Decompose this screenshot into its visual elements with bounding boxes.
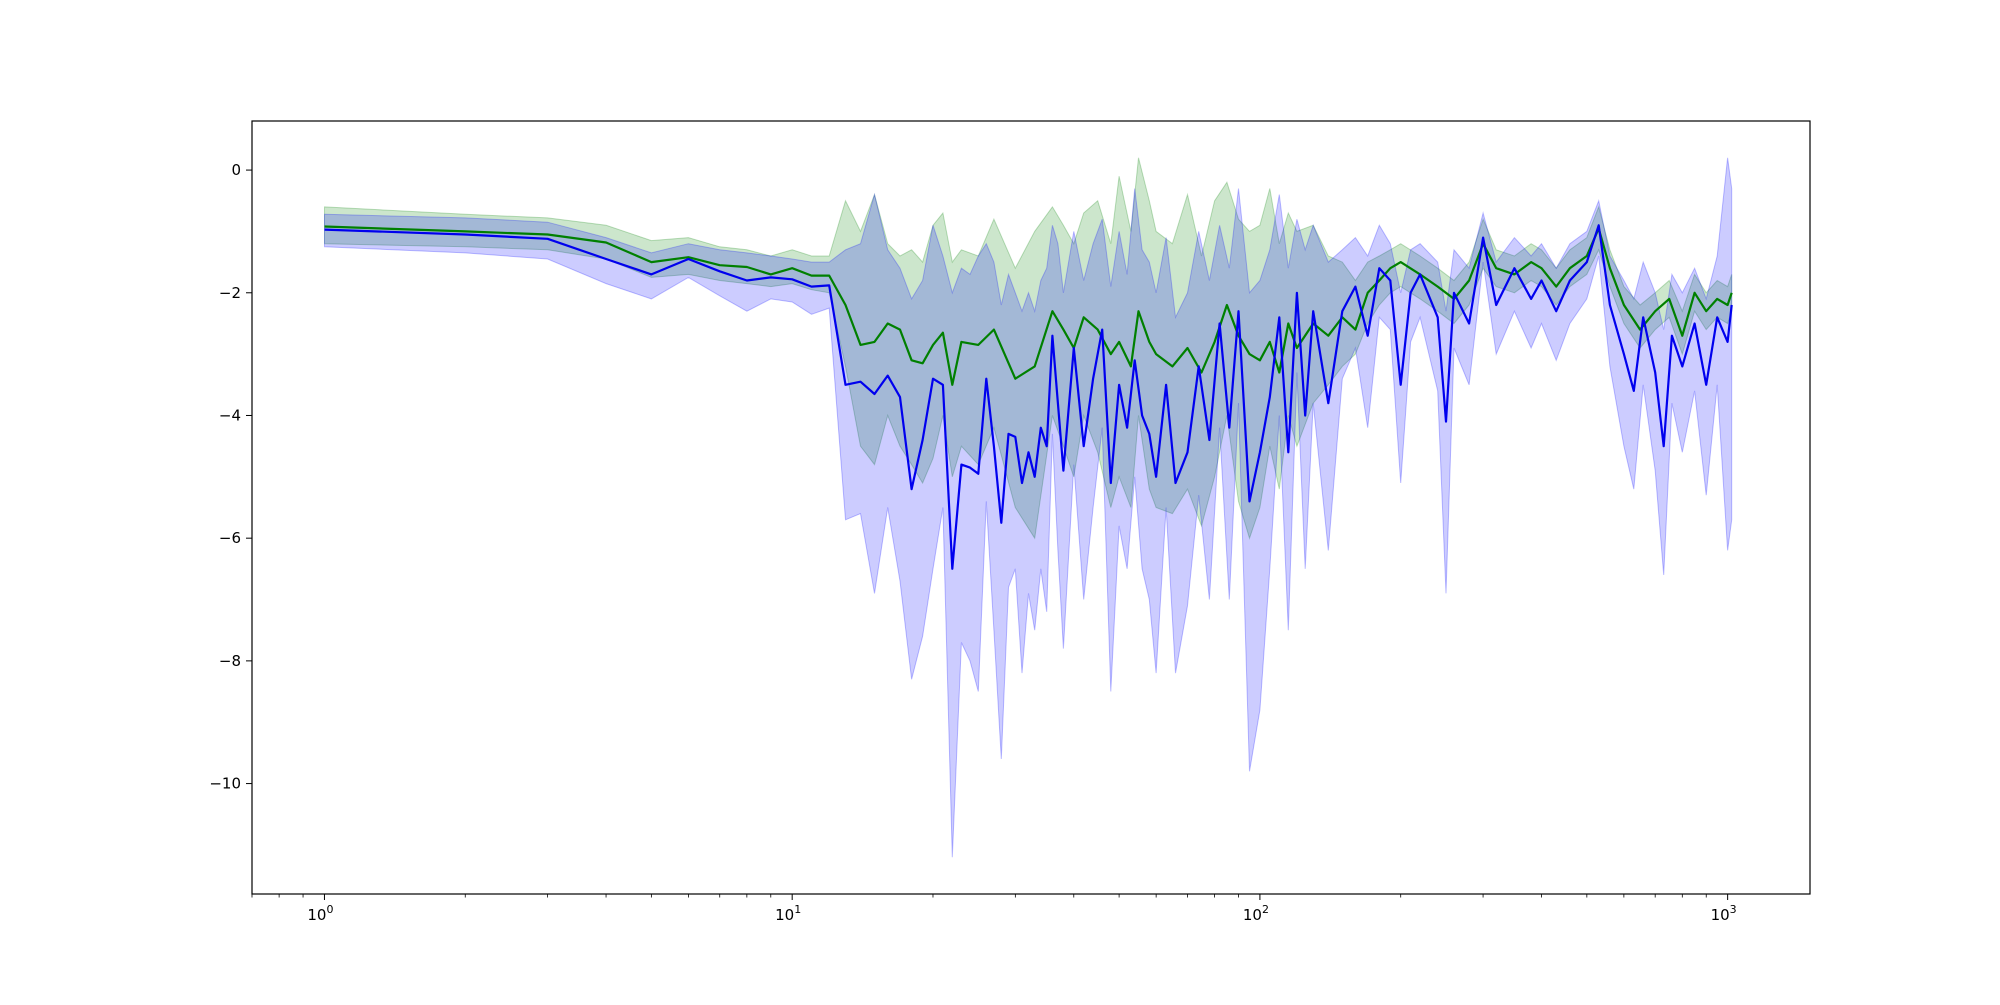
plot-frame <box>251 120 1811 895</box>
series-2-band <box>324 157 1733 858</box>
series-2-line <box>324 224 1733 570</box>
series-lines <box>324 224 1733 570</box>
x-tick-label: 101 <box>775 903 801 924</box>
y-tick-label: −6 <box>219 529 241 547</box>
y-tick-label: −2 <box>219 284 241 302</box>
x-tick-label: 102 <box>1243 903 1269 924</box>
y-tick-label: 0 <box>231 161 241 179</box>
y-tick-label: −8 <box>219 652 241 670</box>
x-axis-ticks: 100 101 102 103 <box>251 894 1737 924</box>
y-tick-label: −4 <box>219 406 241 424</box>
x-tick-label: 100 <box>307 903 333 924</box>
series-1-line <box>324 225 1733 386</box>
y-axis-ticks: 0 −2 −4 −6 −8 −10 <box>209 161 252 793</box>
y-tick-label: −10 <box>209 775 241 793</box>
x-tick-label: 103 <box>1711 903 1737 924</box>
